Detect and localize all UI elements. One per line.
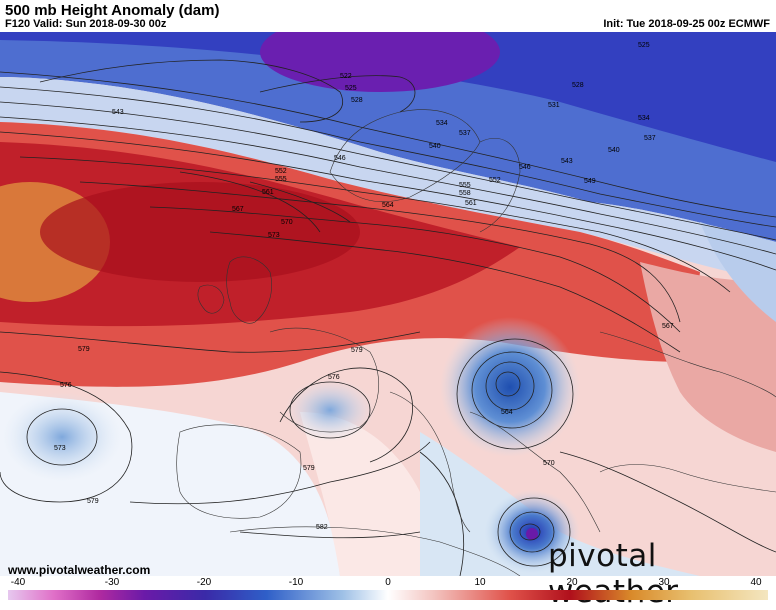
weather-map[interactable]: 522 525 528 525 528 531 534 534 537 537 … <box>0 32 776 576</box>
contour-label: 546 <box>334 155 346 162</box>
contour-label: 561 <box>262 189 274 196</box>
colorbar-tick: 30 <box>658 577 670 588</box>
contour-label: 576 <box>60 382 72 389</box>
contour-label: 579 <box>303 465 315 472</box>
contour-labels: 522 525 528 525 528 531 534 534 537 537 … <box>54 42 674 531</box>
colorbar <box>8 590 768 600</box>
contour-label: 549 <box>584 178 596 185</box>
colorbar-gradient <box>8 590 768 600</box>
colorbar-tick: -40 <box>10 577 26 588</box>
contour-label: 555 <box>275 176 287 183</box>
contour-label: 570 <box>543 460 555 467</box>
website-credit: www.pivotalweather.com <box>8 563 151 577</box>
colorbar-tick: -10 <box>288 577 304 588</box>
ridge-max-core <box>40 182 360 282</box>
france-low <box>285 378 375 442</box>
balkan-low <box>440 317 580 457</box>
contour-label: 564 <box>501 409 513 416</box>
mediterranean-low-center <box>526 528 538 540</box>
northern-low <box>260 32 500 92</box>
colorbar-tick: -20 <box>196 577 212 588</box>
contour-label: 579 <box>87 498 99 505</box>
contour-label: 525 <box>345 85 357 92</box>
contour-label: 573 <box>54 445 66 452</box>
northern-trough-core <box>0 32 776 162</box>
contour-label: 567 <box>232 206 244 213</box>
contour-label: 552 <box>275 168 287 175</box>
contour-label: 531 <box>548 102 560 109</box>
eastern-ridge <box>640 262 776 452</box>
colorbar-tick: 20 <box>566 577 578 588</box>
init-time: Init: Tue 2018-09-25 00z ECMWF <box>603 18 770 30</box>
contour-label: 561 <box>465 200 477 207</box>
contour-label: 525 <box>638 42 650 49</box>
contour-label: 540 <box>608 147 620 154</box>
contour-label: 528 <box>572 82 584 89</box>
contour-label: 579 <box>351 347 363 354</box>
northern-transition <box>0 77 776 282</box>
colorbar-tick: 10 <box>474 577 486 588</box>
contour-label: 555 <box>459 182 471 189</box>
contour-label: 552 <box>489 177 501 184</box>
contour-label: 522 <box>340 73 352 80</box>
contour-label: 537 <box>644 135 656 142</box>
map-canvas: 522 525 528 525 528 531 534 534 537 537 … <box>0 32 776 576</box>
contour-label: 540 <box>429 143 441 150</box>
atlantic-low <box>2 392 122 482</box>
height-contours <box>0 59 776 576</box>
contour-label: 582 <box>316 524 328 531</box>
contour-label: 570 <box>281 219 293 226</box>
colorbar-tick: 40 <box>750 577 762 588</box>
contour-label: 546 <box>519 164 531 171</box>
contour-label: 543 <box>561 158 573 165</box>
colorbar-tick: -30 <box>104 577 120 588</box>
colorbar-tick: 0 <box>385 577 391 588</box>
contour-label: 573 <box>268 232 280 239</box>
contour-label: 534 <box>638 115 650 122</box>
eastern-trough <box>700 222 776 322</box>
contour-label: 558 <box>459 190 471 197</box>
contour-label: 576 <box>328 374 340 381</box>
contour-label: 564 <box>382 202 394 209</box>
contour-label: 528 <box>351 97 363 104</box>
contour-label: 567 <box>662 323 674 330</box>
header: 500 mb Height Anomaly (dam) F120 Valid: … <box>0 0 776 32</box>
contour-label: 537 <box>459 130 471 137</box>
contour-label: 534 <box>436 120 448 127</box>
contour-label: 543 <box>112 109 124 116</box>
contour-label: 579 <box>78 346 90 353</box>
valid-time: F120 Valid: Sun 2018-09-30 00z <box>5 18 167 30</box>
map-title: 500 mb Height Anomaly (dam) <box>5 2 220 19</box>
